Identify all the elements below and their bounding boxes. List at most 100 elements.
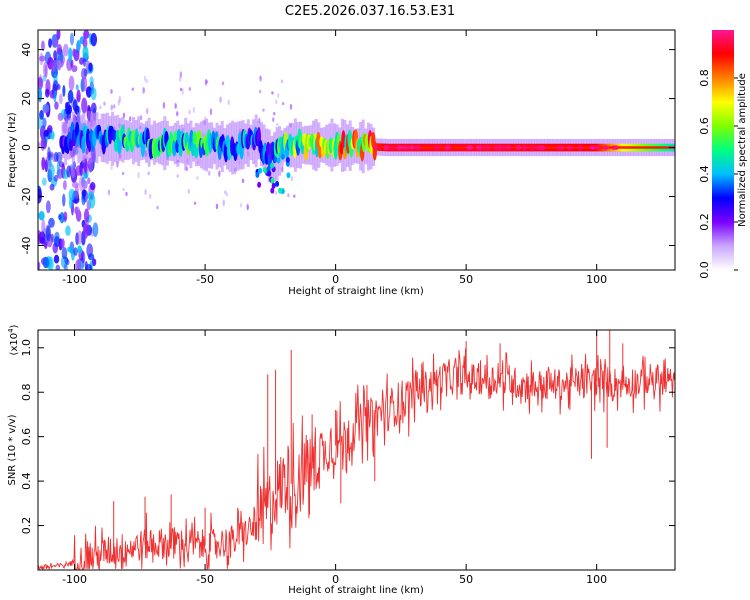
noise-blob — [47, 125, 53, 133]
noise-blob — [53, 90, 57, 103]
noise-speck — [224, 190, 227, 195]
noise-speck — [192, 106, 196, 114]
noise-speck — [273, 111, 276, 116]
snr-xlabel: Height of straight line (km) — [288, 585, 424, 596]
ridge-core-blob — [388, 145, 395, 150]
noise-speck — [144, 188, 147, 196]
noise-blob — [72, 48, 76, 57]
noise-blob — [54, 101, 59, 110]
noise-speck — [131, 87, 135, 91]
noise-speck — [188, 86, 191, 91]
noise-speck — [218, 170, 221, 178]
snr-xtick-label: 50 — [459, 573, 473, 586]
noise-blob — [82, 37, 88, 49]
noise-speck — [274, 99, 278, 105]
colorbar: 0.0 0.2 0.4 0.6 0.8 Normalized spectral ampl… — [698, 30, 748, 279]
noise-speck — [208, 170, 211, 176]
noise-speck — [290, 175, 294, 182]
noise-speck — [293, 194, 296, 198]
noise-blob — [39, 55, 46, 62]
noise-speck — [271, 91, 274, 95]
noise-blob — [65, 225, 71, 237]
ridge-blob — [172, 138, 177, 157]
branch-blob — [275, 180, 280, 187]
noise-speck — [156, 205, 159, 210]
noise-blob — [87, 177, 91, 185]
noise-blob — [39, 237, 46, 245]
noise-blob — [61, 247, 68, 260]
noise-blob — [90, 32, 98, 47]
ridge-core-blob — [400, 145, 407, 150]
colorbar-tick-label: 0.6 — [698, 117, 711, 135]
branch-blob — [280, 153, 285, 160]
noise-speck — [196, 176, 199, 181]
noise-blob — [45, 200, 51, 214]
snr-ylabel: SNR (10 * v/v) — [7, 414, 18, 485]
noise-blob — [66, 165, 72, 178]
noise-blob — [46, 225, 52, 242]
noise-speck — [221, 81, 225, 86]
noise-speck — [239, 202, 243, 208]
snr-ytick-label: 0.2 — [20, 517, 33, 535]
noise-speck — [272, 117, 275, 123]
noise-blob — [47, 146, 51, 162]
spectrogram-xtick-label: -100 — [62, 273, 87, 286]
ridge-core-blob — [482, 145, 489, 150]
snr-xtick-label: -100 — [62, 573, 87, 586]
noise-speck — [90, 194, 93, 200]
noise-speck — [179, 71, 183, 78]
spectrogram-xtick-label: 0 — [332, 273, 339, 286]
noise-speck — [227, 99, 230, 106]
noise-blob — [38, 141, 41, 149]
noise-blob — [53, 254, 60, 264]
noise-blob — [77, 245, 82, 254]
noise-speck — [215, 203, 219, 210]
ridge-core-blob — [566, 145, 573, 150]
noise-blob — [56, 83, 61, 91]
noise-blob — [67, 105, 73, 114]
ridge-blob — [68, 138, 74, 151]
snr-axes: -100 -50 0 50 100 1.0 0.8 0.6 0.4 0.2 — [20, 330, 675, 586]
branch-blob — [276, 157, 281, 164]
noise-blob — [41, 177, 47, 186]
noise-blob — [53, 174, 59, 182]
noise-blob — [56, 151, 63, 164]
noise-blob — [62, 43, 69, 57]
noise-blob — [44, 241, 48, 250]
noise-blob — [49, 183, 55, 191]
spectrogram-frame — [37, 29, 676, 271]
noise-speck — [110, 104, 113, 111]
noise-blob — [38, 74, 42, 87]
noise-blob — [81, 97, 88, 114]
noise-blob — [50, 130, 55, 140]
noise-speck — [262, 108, 265, 112]
noise-blob — [51, 153, 58, 163]
noise-blob — [79, 57, 84, 65]
noise-blob — [38, 87, 43, 103]
noise-speck — [188, 109, 191, 115]
noise-speck — [147, 171, 150, 176]
noise-speck — [143, 75, 147, 82]
noise-speck — [142, 87, 145, 94]
branch-blob — [270, 162, 275, 169]
branch-blob — [285, 156, 290, 163]
snr-xtick-label: 100 — [586, 573, 607, 586]
noise-blob — [78, 176, 85, 192]
noise-blob — [90, 87, 97, 101]
noise-speck — [122, 112, 126, 119]
noise-speck — [145, 79, 149, 84]
snr-plot-area — [38, 330, 675, 570]
ridge-core-blob — [556, 145, 563, 150]
noise-blob — [48, 217, 55, 228]
ridge-core-blob — [505, 145, 512, 150]
snr-ytick-label: 0.6 — [20, 428, 33, 446]
noise-blob — [42, 256, 50, 269]
branch-blob — [278, 187, 283, 194]
snr-frame — [37, 329, 676, 571]
noise-blob — [48, 38, 52, 48]
noise-blob — [88, 62, 93, 72]
noise-blob — [68, 47, 73, 63]
ridge-core-blob — [515, 145, 522, 150]
spectrogram-ylabel: Frequency (Hz) — [7, 112, 18, 188]
